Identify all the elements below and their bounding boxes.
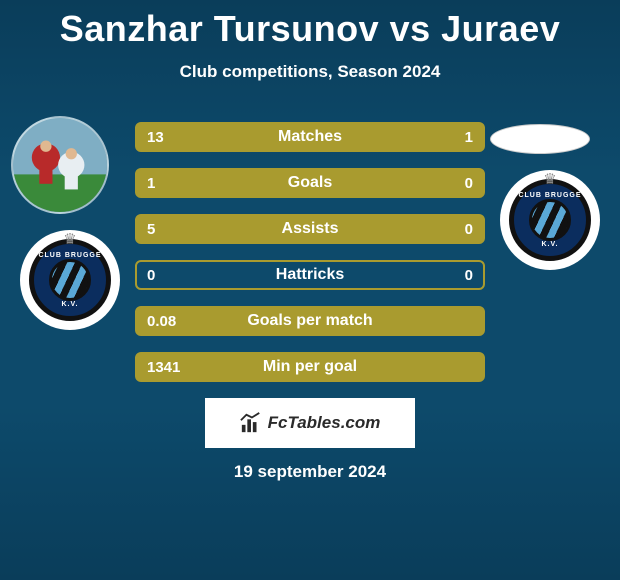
badge-text-top: CLUB BRUGGE xyxy=(38,252,101,259)
stat-right-value: 0 xyxy=(433,175,473,192)
stat-label: Min per goal xyxy=(263,358,357,376)
subtitle: Club competitions, Season 2024 xyxy=(0,62,620,82)
player-photo-left xyxy=(11,116,109,214)
stat-left-value: 1341 xyxy=(147,359,187,376)
badge-text-bottom: K.V. xyxy=(542,241,559,248)
stat-left-value: 1 xyxy=(147,175,187,192)
stat-label: Goals xyxy=(288,174,332,192)
stat-right-value: 0 xyxy=(433,221,473,238)
stat-label: Goals per match xyxy=(247,312,372,330)
date-text: 19 september 2024 xyxy=(0,462,620,482)
stat-left-value: 13 xyxy=(147,129,187,146)
club-badge-right: ♛ CLUB BRUGGE K.V. xyxy=(500,170,600,270)
badge-text-top: CLUB BRUGGE xyxy=(518,192,581,199)
club-badge-left: ♛ CLUB BRUGGE K.V. xyxy=(20,230,120,330)
badge-text-bottom: K.V. xyxy=(62,301,79,308)
stat-label: Matches xyxy=(278,128,342,146)
stat-left-value: 0.08 xyxy=(147,313,187,330)
crown-icon: ♛ xyxy=(543,170,556,188)
stat-row-mpg: 1341 Min per goal xyxy=(135,352,485,382)
stat-row-hattricks: 0 Hattricks 0 xyxy=(135,260,485,290)
fctables-banner[interactable]: FcTables.com xyxy=(205,398,415,448)
stat-right-value: 0 xyxy=(433,267,473,284)
stat-label: Assists xyxy=(282,220,339,238)
page-title: Sanzhar Tursunov vs Juraev xyxy=(0,0,620,50)
stat-row-goals: 1 Goals 0 xyxy=(135,168,485,198)
crown-icon: ♛ xyxy=(63,230,76,248)
stat-left-value: 5 xyxy=(147,221,187,238)
stat-left-value: 0 xyxy=(147,267,187,284)
stat-label: Hattricks xyxy=(276,266,344,284)
player-placeholder-right xyxy=(490,124,590,154)
stat-row-assists: 5 Assists 0 xyxy=(135,214,485,244)
stat-row-gpm: 0.08 Goals per match xyxy=(135,306,485,336)
brand-text: FcTables.com xyxy=(268,413,381,433)
chart-icon xyxy=(240,412,262,434)
stat-right-value: 1 xyxy=(433,129,473,146)
stats-container: 13 Matches 1 1 Goals 0 5 Assists 0 0 Hat… xyxy=(135,122,485,382)
stat-row-matches: 13 Matches 1 xyxy=(135,122,485,152)
